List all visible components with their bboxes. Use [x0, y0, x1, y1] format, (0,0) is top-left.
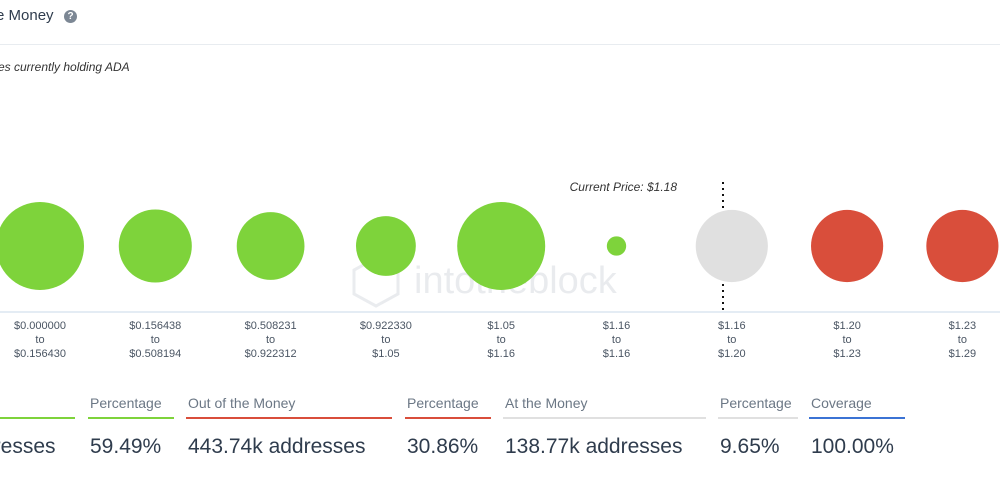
x-tick-label: to: [381, 334, 390, 346]
stat-label: Out of the Money: [188, 395, 296, 411]
x-tick-label: $1.20: [718, 348, 746, 360]
x-tick-label: $0.156438: [129, 320, 181, 332]
stat-coverage: Coverage 100.00%: [809, 395, 905, 459]
x-tick-label: to: [35, 334, 44, 346]
question-icon[interactable]: ?: [64, 10, 77, 23]
bubble-chart: intotheblockCurrent Price: $1.18$0.00000…: [0, 180, 1000, 360]
bubble: [926, 209, 999, 283]
x-tick-label: to: [612, 334, 621, 346]
x-tick-label: to: [843, 334, 852, 346]
stat-label: At the Money: [505, 395, 588, 411]
bubble: [695, 209, 768, 283]
x-tick-label: $1.23: [949, 320, 977, 332]
stat-underline: [0, 417, 75, 419]
stat-underline: [186, 417, 392, 419]
current-price-label: Current Price: $1.18: [570, 180, 678, 194]
stat-label: Coverage: [811, 395, 872, 411]
bubble: [606, 236, 627, 256]
stats-row: dresses Percentage 59.49% Out of the Mon…: [0, 395, 1000, 475]
stat-underline: [503, 417, 706, 419]
stat-label: Percentage: [720, 395, 792, 411]
bubble: [118, 209, 192, 283]
stat-underline: [88, 417, 174, 419]
x-tick-label: $1.16: [603, 348, 631, 360]
x-tick-label: $1.16: [487, 348, 515, 360]
stat-label: Percentage: [90, 395, 162, 411]
x-tick-label: $1.16: [603, 320, 631, 332]
stat-underline: [809, 417, 905, 419]
stat-value: dresses: [0, 435, 56, 458]
stat-underline: [405, 417, 491, 419]
x-tick-label: to: [497, 334, 506, 346]
x-tick-label: $0.922330: [360, 320, 412, 332]
x-tick-label: $0.156430: [14, 348, 66, 360]
stat-value: 443.74k addresses: [188, 435, 366, 458]
stat-value: 9.65%: [720, 435, 780, 458]
stat-underline: [718, 417, 798, 419]
stat-in-money-addresses: dresses: [0, 395, 75, 459]
panel-title: e Money: [0, 7, 54, 24]
x-tick-label: $1.20: [833, 320, 861, 332]
bubble: [355, 216, 416, 276]
x-tick-label: $1.16: [718, 320, 746, 332]
panel-header: e Money ?: [0, 0, 1000, 45]
bubble: [0, 202, 84, 290]
x-tick-label: $1.05: [487, 320, 515, 332]
x-tick-label: $0.000000: [14, 320, 66, 332]
x-tick-label: to: [727, 334, 736, 346]
stat-at-money-percentage: Percentage 9.65%: [718, 395, 798, 459]
panel-subtitle: es currently holding ADA: [0, 60, 130, 74]
x-tick-label: $0.508231: [245, 320, 297, 332]
x-tick-label: $0.922312: [245, 348, 297, 360]
bubble: [811, 209, 884, 283]
stat-out-money-percentage: Percentage 30.86%: [405, 395, 491, 459]
bubble: [236, 212, 305, 280]
stat-value: 138.77k addresses: [505, 435, 683, 458]
stat-label: Percentage: [407, 395, 479, 411]
stat-value: 30.86%: [407, 435, 479, 458]
stat-at-money-addresses: At the Money 138.77k addresses: [503, 395, 706, 459]
x-tick-label: to: [266, 334, 275, 346]
stat-value: 100.00%: [811, 435, 894, 458]
bubble: [457, 202, 546, 290]
stat-label: [0, 395, 75, 417]
stat-value: 59.49%: [90, 435, 162, 458]
x-tick-label: $0.508194: [129, 348, 181, 360]
stat-in-money-percentage: Percentage 59.49%: [88, 395, 174, 459]
stat-out-money-addresses: Out of the Money 443.74k addresses: [186, 395, 392, 459]
x-tick-label: $1.05: [372, 348, 400, 360]
x-tick-label: to: [958, 334, 967, 346]
x-tick-label: to: [151, 334, 160, 346]
x-tick-label: $1.29: [949, 348, 977, 360]
x-tick-label: $1.23: [833, 348, 861, 360]
